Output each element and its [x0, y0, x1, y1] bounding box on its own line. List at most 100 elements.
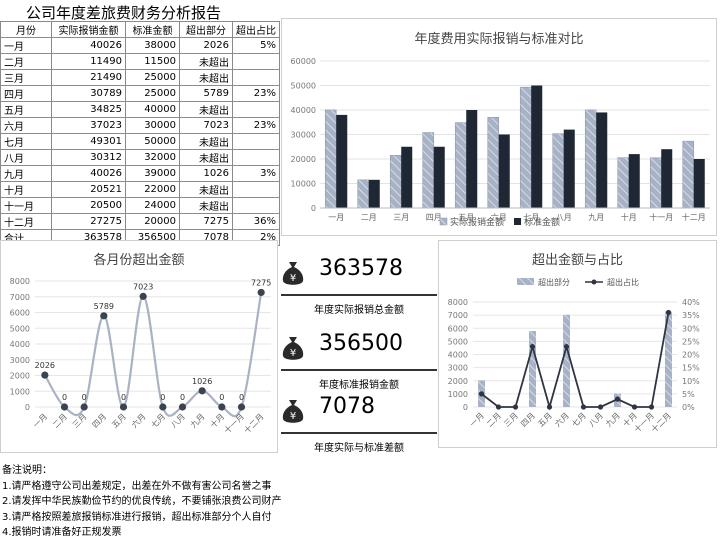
- table-cell: 30312: [51, 149, 126, 166]
- table-cell: 40026: [51, 165, 126, 182]
- x-tick-label: 四月: [426, 213, 442, 222]
- legend-swatch: [439, 217, 448, 226]
- kpi-value: 7078: [319, 394, 375, 419]
- money-bag-icon: ¥: [282, 400, 304, 423]
- table-cell: 23%: [232, 117, 280, 134]
- table-cell: 未超出: [179, 181, 233, 198]
- table-header-cell: 标准金额: [125, 21, 180, 38]
- table-cell: 24000: [125, 197, 180, 214]
- bar-actual: [519, 86, 532, 209]
- svg-text:¥: ¥: [290, 411, 296, 422]
- table-cell: 四月: [0, 85, 52, 102]
- ratio-point: [580, 404, 587, 410]
- x-tick-label: 二月: [51, 412, 69, 430]
- note-item: 2.请发挥中华民族勤俭节约的优良传统，不要铺张浪费公司财产: [2, 496, 282, 507]
- data-label: 0: [160, 393, 165, 402]
- data-point: [218, 403, 226, 411]
- data-point: [237, 403, 246, 411]
- table-cell: 39000: [125, 165, 180, 182]
- y2-tick-label: 20%: [682, 351, 700, 360]
- legend-label: 超出占比: [607, 277, 639, 287]
- y-tick-label: 7000: [10, 293, 30, 302]
- table-cell: 未超出: [179, 53, 233, 70]
- table-cell: 未超出: [179, 101, 233, 118]
- data-point: [41, 371, 49, 379]
- compare-chart-panel: 年度费用实际报销与标准对比 0 10000 20000 30000 40000 50000…: [281, 18, 717, 236]
- kpi-value: 356500: [319, 331, 403, 356]
- y-tick-label: 1000: [10, 387, 30, 396]
- x-tick-label: 九月: [588, 213, 604, 222]
- table-cell: 20500: [51, 197, 126, 214]
- y2-tick-label: 40%: [682, 298, 700, 307]
- bar-standard: [466, 110, 478, 208]
- table-row: 三月 21490 25000 未超出: [0, 69, 280, 86]
- notes: 备注说明： 1.请严格遵守公司出差规定，出差在外不做有害公司名誉之事 2.请发挥…: [2, 463, 282, 541]
- table-cell: 5789: [179, 85, 233, 102]
- y-tick-label: 7000: [448, 311, 468, 320]
- table-row: 二月 11490 11500 未超出: [0, 53, 280, 70]
- table-cell: 十一月: [0, 197, 52, 214]
- table-cell: 7275: [179, 213, 233, 230]
- data-label: 0: [121, 393, 126, 402]
- bar-actual: [389, 155, 402, 209]
- excess-line: [43, 292, 263, 418]
- x-tick-label: 十二月: [682, 212, 706, 222]
- table-row: 十一月 20500 24000 未超出: [0, 197, 280, 214]
- table-cell: 32000: [125, 149, 180, 166]
- bar-standard: [531, 85, 543, 208]
- y-tick-label: 50000: [291, 82, 316, 91]
- x-tick-label: 十二月: [242, 411, 266, 435]
- kpi-total-standard: ¥ 356500 年度标准报销金额: [281, 321, 437, 401]
- y2-tick-label: 10%: [682, 377, 700, 386]
- y2-tick-label: 15%: [682, 364, 700, 373]
- table-cell: 40026: [51, 37, 126, 54]
- ratio-point: [495, 404, 502, 410]
- table-cell: [232, 53, 280, 70]
- bar-standard: [433, 146, 445, 208]
- y-tick-label: 4000: [10, 340, 30, 349]
- excess-line-chart-panel: 各月份超出金额 0 1000 2000 3000 4000 5000 6000 7000 800…: [0, 240, 278, 453]
- table-cell: [232, 149, 280, 166]
- y-tick-label: 6000: [448, 324, 468, 333]
- bar-standard: [401, 146, 413, 208]
- data-label: 0: [82, 393, 87, 402]
- data-point: [257, 288, 265, 297]
- table-cell: [232, 69, 280, 86]
- table-row: 六月 37023 30000 7023 23%: [0, 117, 280, 134]
- data-label: 5789: [94, 302, 114, 311]
- ratio-point: [631, 404, 638, 410]
- bar-actual: [682, 140, 695, 209]
- y-tick-label: 8000: [448, 298, 468, 307]
- excess-line-chart: 0100020003000400050006000700080002026一月0…: [10, 277, 272, 435]
- bar-actual: [454, 122, 467, 209]
- bar-standard: [661, 149, 673, 208]
- y-tick-label: 5000: [448, 337, 468, 346]
- data-label: 0: [180, 393, 185, 402]
- table-cell: 五月: [0, 101, 52, 118]
- table-header-cell: 超出占比: [232, 21, 280, 38]
- x-tick-label: 一月: [468, 411, 486, 429]
- kpi-divider: [281, 432, 437, 434]
- x-tick-label: 九月: [189, 412, 207, 430]
- note-item: 3.请严格按照差旅报销标准进行报销，超出标准部分个人自付: [2, 511, 272, 523]
- y-tick-label: 2000: [10, 372, 30, 381]
- table-cell: 11500: [125, 53, 180, 70]
- note-item: 1.请严格遵守公司出差规定，出差在外不做有害公司名誉之事: [2, 480, 272, 492]
- table-row: 八月 30312 32000 未超出: [0, 149, 280, 166]
- note-item: 4.报销时请准备好正规发票: [2, 527, 122, 538]
- compare-chart-title: 年度费用实际报销与标准对比: [414, 32, 584, 47]
- x-tick-label: 一月: [328, 213, 344, 222]
- ratio-point: [614, 396, 621, 402]
- data-label: 2026: [35, 361, 55, 370]
- table-row: 十月 20521 22000 未超出: [0, 181, 280, 198]
- y2-tick-label: 5%: [682, 390, 695, 399]
- table-cell: 六月: [0, 117, 52, 134]
- x-tick-label: 三月: [393, 213, 409, 222]
- x-tick-label: 七月: [570, 411, 588, 429]
- x-tick-label: 六月: [553, 410, 571, 428]
- excess-combo-chart: 0 1000 2000 3000 4000 5000 6000 7000 8000 0% 5% 10%…: [448, 277, 701, 434]
- bar-actual: [617, 157, 630, 209]
- data-label: 0: [219, 393, 224, 402]
- table-row: 四月 30789 25000 5789 23%: [0, 85, 280, 102]
- x-tick-label: 六月: [491, 212, 507, 222]
